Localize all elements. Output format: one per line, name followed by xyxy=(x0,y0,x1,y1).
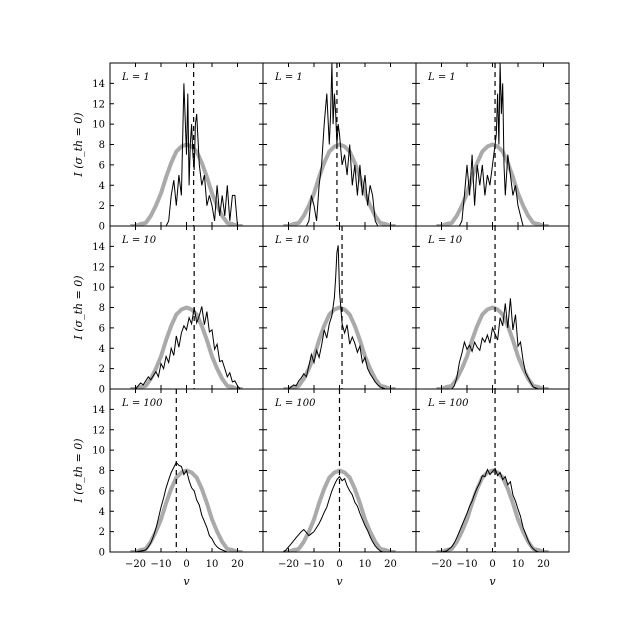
y-tick-label: 0 xyxy=(99,385,105,396)
y-tick-label: 0 xyxy=(99,548,105,559)
data-line xyxy=(280,245,391,389)
y-tick-label: 4 xyxy=(99,344,105,355)
panel-label: L = 10 xyxy=(427,235,463,246)
reference-curve xyxy=(130,142,243,226)
y-tick-label: 14 xyxy=(92,79,105,90)
panel-label: L = 10 xyxy=(121,235,157,246)
x-tick-label: 0 xyxy=(183,559,189,570)
data-line xyxy=(127,83,243,226)
data-line xyxy=(127,306,243,389)
reference-curve xyxy=(436,468,549,552)
y-tick-label: 12 xyxy=(92,262,105,273)
reference-curve xyxy=(436,305,549,389)
reference-curve xyxy=(283,142,396,226)
panel-label: L = 1 xyxy=(121,72,150,83)
x-tick-label: −20 xyxy=(125,559,146,570)
y-tick-label: 2 xyxy=(99,201,105,212)
y-tick-label: 6 xyxy=(99,160,105,171)
y-tick-label: 8 xyxy=(99,303,105,314)
reference-curve xyxy=(283,305,396,389)
x-axis-label: v xyxy=(183,575,190,588)
y-tick-label: 2 xyxy=(99,364,105,375)
x-axis-label: v xyxy=(336,575,343,588)
data-line xyxy=(127,461,238,552)
y-axis-label: I (σ_th = 0) xyxy=(72,112,85,177)
panel-label: L = 100 xyxy=(427,398,469,409)
y-tick-label: 12 xyxy=(92,99,105,110)
x-tick-label: −20 xyxy=(431,559,452,570)
y-axis-label: I (σ_th = 0) xyxy=(72,438,85,503)
y-tick-label: 10 xyxy=(92,120,105,131)
y-tick-label: 8 xyxy=(99,140,105,151)
y-axis-label: I (σ_th = 0) xyxy=(72,275,85,340)
x-tick-label: 20 xyxy=(384,559,397,570)
y-tick-label: 4 xyxy=(99,507,105,518)
y-tick-label: 8 xyxy=(99,466,105,477)
x-tick-label: −20 xyxy=(278,559,299,570)
y-tick-label: 12 xyxy=(92,425,105,436)
y-tick-label: 0 xyxy=(99,222,105,233)
x-axis-label: v xyxy=(489,575,496,588)
x-tick-label: −10 xyxy=(303,559,324,570)
panel-label: L = 10 xyxy=(274,235,310,246)
panel-label: L = 1 xyxy=(427,72,456,83)
data-line xyxy=(433,298,544,389)
x-tick-label: −10 xyxy=(456,559,477,570)
x-tick-label: 0 xyxy=(336,559,342,570)
y-tick-label: 14 xyxy=(92,405,105,416)
y-tick-label: 6 xyxy=(99,323,105,334)
reference-curve xyxy=(130,468,243,552)
x-tick-label: 20 xyxy=(537,559,550,570)
x-tick-label: 20 xyxy=(231,559,244,570)
x-tick-label: −10 xyxy=(150,559,171,570)
x-tick-label: 10 xyxy=(512,559,525,570)
x-tick-label: 0 xyxy=(489,559,495,570)
data-line xyxy=(280,475,391,552)
reference-curve xyxy=(130,305,243,389)
panel-label: L = 1 xyxy=(274,72,303,83)
x-tick-label: 10 xyxy=(206,559,219,570)
data-line xyxy=(433,63,544,226)
y-tick-label: 10 xyxy=(92,446,105,457)
y-tick-label: 4 xyxy=(99,181,105,192)
y-tick-label: 2 xyxy=(99,527,105,538)
data-line xyxy=(433,467,544,552)
panel-label: L = 100 xyxy=(274,398,316,409)
x-tick-label: 10 xyxy=(359,559,372,570)
y-tick-label: 14 xyxy=(92,242,105,253)
y-tick-label: 10 xyxy=(92,283,105,294)
reference-curve xyxy=(436,142,549,226)
y-tick-label: 6 xyxy=(99,486,105,497)
panel-label: L = 100 xyxy=(121,398,163,409)
